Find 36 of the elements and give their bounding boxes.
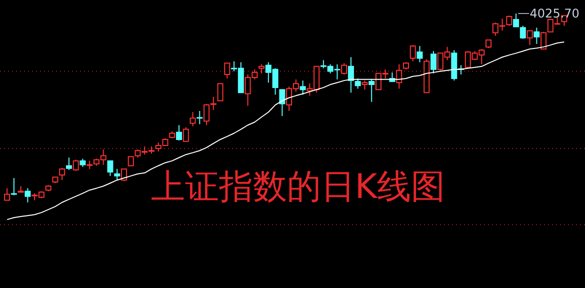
candlestick bbox=[526, 30, 533, 46]
candlestick bbox=[368, 78, 375, 102]
annotation: 4025.70 bbox=[530, 6, 580, 21]
candlestick bbox=[506, 15, 512, 26]
candlestick bbox=[128, 156, 134, 166]
candlestick bbox=[430, 50, 436, 74]
candlestick bbox=[341, 62, 348, 76]
candlestick bbox=[182, 126, 189, 142]
candlestick bbox=[66, 157, 72, 170]
candlestick bbox=[410, 44, 416, 62]
candlestick bbox=[107, 160, 114, 176]
candlestick bbox=[196, 110, 203, 125]
candlestick bbox=[258, 64, 265, 74]
candlestick bbox=[10, 178, 17, 196]
candlestick bbox=[279, 89, 286, 117]
candlestick bbox=[59, 167, 66, 181]
candlestick bbox=[224, 62, 230, 79]
candlestick bbox=[4, 188, 10, 201]
candlestick bbox=[362, 80, 368, 90]
text: 上证指数的日K线图 bbox=[150, 167, 446, 207]
candlestick bbox=[72, 159, 79, 172]
candlestick bbox=[190, 112, 196, 127]
candlestick bbox=[24, 188, 31, 203]
candlestick bbox=[534, 27, 540, 44]
candlestick bbox=[120, 168, 127, 182]
candlestick bbox=[540, 31, 547, 50]
candlestick bbox=[416, 45, 423, 63]
candlestick bbox=[217, 83, 224, 102]
candlestick bbox=[513, 13, 520, 28]
candlestick bbox=[300, 80, 306, 96]
candlestick bbox=[348, 56, 354, 94]
candlestick bbox=[114, 168, 120, 181]
candlestick bbox=[520, 25, 526, 40]
candlestick bbox=[176, 124, 182, 141]
candlestick bbox=[354, 78, 361, 90]
candlestick bbox=[396, 64, 402, 90]
